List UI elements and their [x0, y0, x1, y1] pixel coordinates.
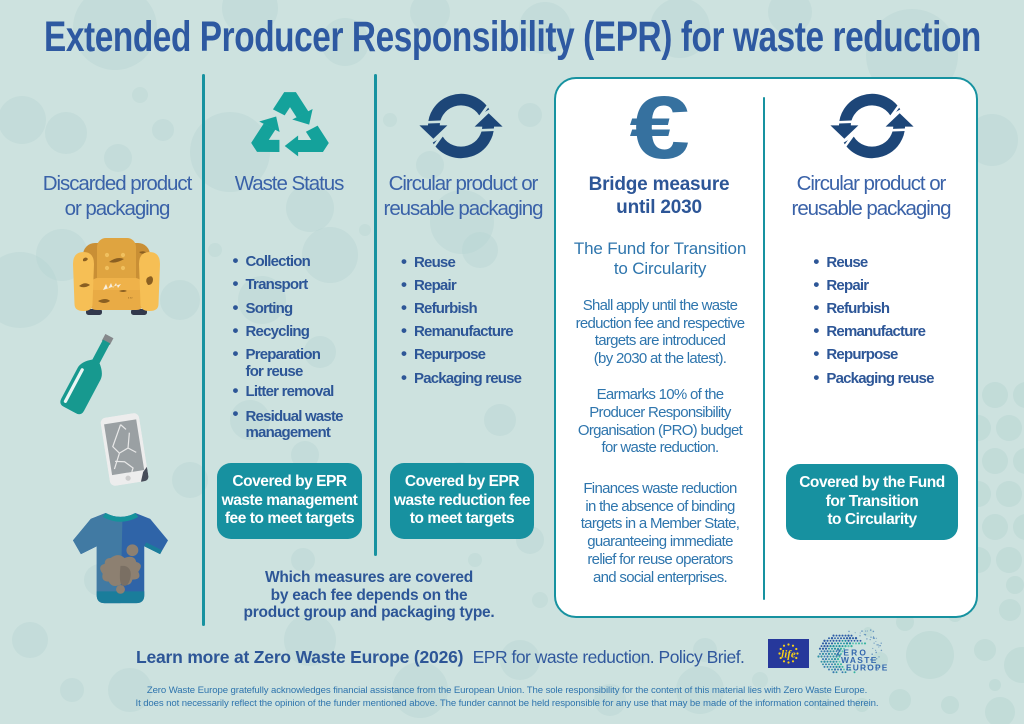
svg-text:WASTE: WASTE	[841, 655, 878, 665]
svg-text:EUROPE: EUROPE	[846, 663, 889, 673]
svg-text:ZERO: ZERO	[836, 648, 868, 658]
svg-text:life: life	[781, 649, 796, 661]
svg-text:,,,: ,,,	[128, 294, 133, 300]
